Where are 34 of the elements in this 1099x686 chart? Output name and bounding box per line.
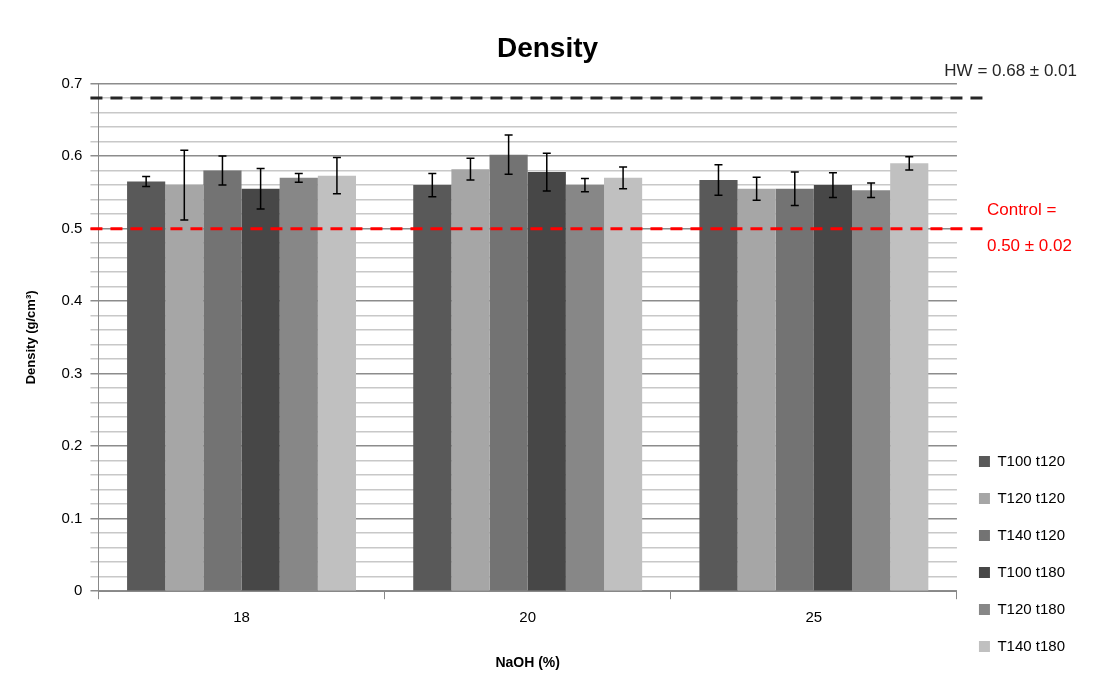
y-tick-label: 0.3 <box>61 363 83 381</box>
bar <box>203 170 242 591</box>
y-tick-label: 0.4 <box>61 291 83 309</box>
legend-label: T120 t180 <box>997 599 1066 617</box>
bar <box>489 154 528 591</box>
bar <box>165 185 204 591</box>
bar <box>127 181 166 591</box>
ref-line-label: Control = 0.50 ± 0.02 <box>986 199 1072 255</box>
legend-label: T100 t120 <box>997 451 1066 469</box>
bar <box>451 169 490 591</box>
y-tick-label: 0 <box>74 581 83 599</box>
legend-label: T140 t120 <box>997 525 1066 543</box>
y-tick-label: 0.5 <box>61 218 83 236</box>
y-tick-label: 0.6 <box>61 146 83 164</box>
bar <box>699 180 738 591</box>
x-tick-label: 25 <box>805 608 823 626</box>
bar <box>527 172 566 591</box>
bar <box>775 188 814 591</box>
x-tick-label: 20 <box>519 608 537 626</box>
bar <box>413 185 452 591</box>
y-tick-label: 0.1 <box>61 508 83 526</box>
bar <box>241 188 280 591</box>
chart-title: Density <box>496 31 599 63</box>
bar <box>813 185 853 591</box>
legend-label: T100 t180 <box>997 562 1066 580</box>
ref-line-label: HW = 0.68 ± 0.01 <box>944 61 1077 81</box>
x-axis-title: NaOH (%) <box>495 654 560 671</box>
y-tick-label: 0.2 <box>61 436 83 454</box>
y-tick-label: 0.7 <box>61 73 83 91</box>
y-axis-title: Density (g/cm³) <box>23 290 39 385</box>
legend-label: T120 t120 <box>997 488 1066 506</box>
legend-label: T140 t180 <box>997 636 1066 654</box>
x-tick-label: 18 <box>233 608 250 626</box>
bar <box>737 188 776 591</box>
